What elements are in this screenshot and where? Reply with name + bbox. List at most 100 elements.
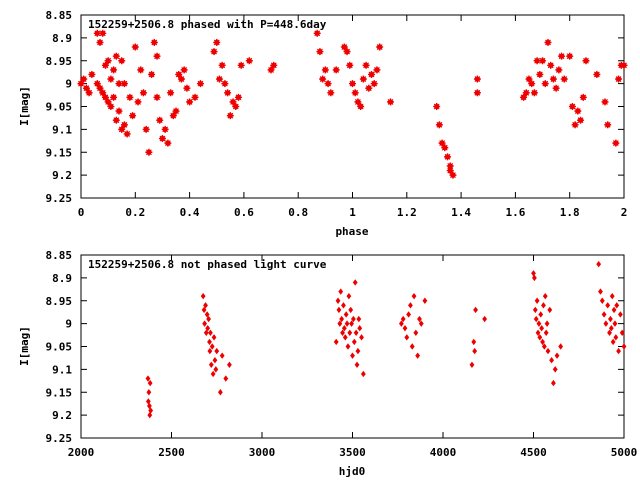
data-point [224, 89, 232, 97]
data-point [473, 89, 481, 97]
data-point [422, 297, 428, 304]
data-point [153, 52, 161, 60]
data-point [96, 84, 104, 92]
data-point [212, 357, 218, 364]
data-point [88, 70, 96, 78]
data-point [535, 329, 541, 336]
data-point [558, 52, 566, 60]
data-point [110, 93, 118, 101]
data-point [219, 352, 225, 359]
y-tick-label: 8.85 [46, 9, 73, 22]
data-point [101, 61, 109, 69]
data-point [601, 311, 607, 318]
y-tick-label: 9 [65, 318, 72, 331]
x-tick-label: 0.8 [288, 206, 308, 219]
data-point [341, 302, 346, 309]
unphased-light-curve-panel: 2000 2500 3000 3500 4000 4500 5000 8.85 8.9 8.95 9… [18, 249, 637, 478]
data-point [123, 130, 131, 138]
x-tick-label: 4500 [520, 446, 547, 459]
data-point [373, 66, 381, 74]
data-point [415, 352, 421, 359]
data-point [552, 84, 560, 92]
data-point [593, 70, 601, 78]
data-point [342, 334, 348, 341]
data-point [609, 292, 615, 300]
data-point [206, 315, 212, 323]
data-point [610, 338, 616, 346]
data-point [543, 329, 549, 336]
data-point [555, 66, 563, 74]
data-point [142, 125, 150, 133]
data-point [96, 38, 104, 46]
y-tick-label: 9.05 [46, 341, 73, 354]
phased-light-curve-panel: 0 0.2 0.4 0.6 0.8 1 1.2 1.4 1.6 1.8 2 8.85 8.9 8.95 9 9… [18, 9, 628, 238]
data-point [207, 347, 213, 355]
data-point [209, 343, 215, 350]
data-point [599, 297, 605, 304]
x-tick-label: 0.2 [125, 206, 145, 219]
data-point [356, 315, 362, 323]
data-point [150, 38, 158, 46]
data-point [611, 306, 617, 314]
data-point [107, 75, 115, 83]
data-point [532, 306, 538, 314]
data-point [324, 80, 332, 88]
x-tick-label: 1.4 [451, 206, 471, 219]
data-point [532, 274, 537, 282]
data-point [85, 89, 93, 97]
data-point [473, 75, 481, 83]
data-point [186, 98, 194, 106]
x-tick-label: 1.8 [560, 206, 580, 219]
data-point [343, 311, 349, 318]
data-point [347, 329, 353, 336]
data-point [351, 338, 357, 346]
data-point [203, 302, 208, 309]
data-point [196, 80, 204, 88]
data-point [387, 98, 395, 106]
data-point [327, 89, 335, 97]
data-point [351, 89, 359, 97]
data-point [104, 57, 112, 65]
x-tick-label: 3000 [249, 446, 276, 459]
data-point [115, 107, 123, 115]
data-point [353, 329, 359, 336]
x-tick-label: 2500 [158, 446, 185, 459]
data-point [579, 93, 587, 101]
data-point [191, 93, 199, 101]
data-point [398, 320, 404, 327]
data-point [349, 80, 356, 88]
y-tick-label: 8.85 [46, 249, 73, 262]
x-tick-label: 2 [621, 206, 628, 219]
data-point [446, 167, 454, 175]
data-point [616, 347, 621, 355]
data-point [227, 361, 232, 368]
data-point [621, 343, 627, 350]
data-point [270, 61, 278, 69]
data-point [473, 306, 478, 314]
y-tick-label: 8.9 [52, 272, 72, 285]
tick-group: 0 0.2 0.4 0.6 0.8 1 1.2 1.4 1.6 1.8 2 8.85 8.9 8.95 9 9… [46, 9, 628, 219]
data-point [446, 162, 454, 170]
tick-group: 2000 2500 3000 3500 4000 4500 5000 8.85 8.9 8.95 9… [46, 249, 638, 459]
data-point [99, 29, 107, 37]
data-point [210, 48, 218, 56]
data-point [316, 48, 324, 56]
data-point [541, 80, 549, 88]
data-point [540, 338, 545, 346]
data-point [177, 75, 185, 83]
data-point [110, 66, 118, 74]
x-tick-label: 1.2 [397, 206, 417, 219]
data-point [376, 43, 384, 51]
data-point [183, 84, 191, 92]
data-point [520, 93, 528, 101]
data-point [558, 343, 564, 350]
data-point [337, 320, 343, 327]
data-point [444, 153, 452, 161]
data-point [614, 302, 620, 309]
data-point [204, 311, 210, 318]
data-point [201, 306, 207, 314]
chart-title: 152259+2506.8 phased with P=448.6day [88, 18, 327, 31]
data-point [146, 389, 152, 396]
data-point [245, 57, 253, 65]
